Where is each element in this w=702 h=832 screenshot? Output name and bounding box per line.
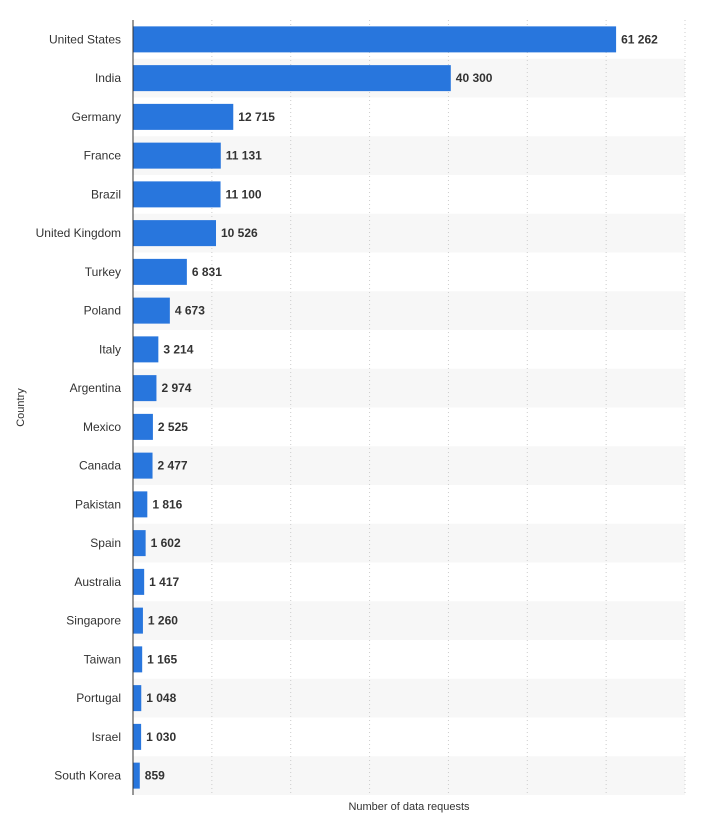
bar: [133, 762, 140, 789]
category-label: South Korea: [54, 769, 121, 783]
value-label: 6 831: [192, 265, 222, 279]
value-label: 11 131: [226, 149, 262, 163]
bar: [133, 685, 142, 712]
bar: [133, 452, 153, 479]
bar: [133, 568, 145, 595]
bar: [133, 413, 153, 440]
bar: [133, 103, 234, 130]
bar: [133, 26, 617, 53]
value-label: 1 030: [146, 730, 176, 744]
bar: [133, 181, 221, 208]
row-band: [133, 213, 685, 253]
bar: [133, 220, 217, 247]
value-label: 1 165: [147, 652, 177, 666]
category-label: Australia: [74, 575, 121, 589]
category-label: Singapore: [66, 614, 121, 628]
bars: [133, 26, 617, 789]
value-label: 1 048: [146, 691, 176, 705]
value-label: 1 417: [149, 575, 179, 589]
category-label: United Kingdom: [36, 226, 121, 240]
row-band: [133, 601, 685, 640]
row-bands: [133, 58, 685, 795]
value-label: 40 300: [456, 71, 493, 85]
category-label: Brazil: [91, 187, 121, 201]
x-axis-title: Number of data requests: [348, 801, 470, 813]
bar: [133, 375, 157, 402]
value-label: 2 974: [161, 381, 191, 395]
category-label: India: [95, 71, 121, 85]
category-label: Israel: [92, 730, 121, 744]
category-label: Poland: [84, 304, 121, 318]
row-band: [133, 291, 685, 330]
category-label: Spain: [90, 536, 121, 550]
value-label: 1 816: [152, 497, 182, 511]
bar: [133, 258, 187, 285]
value-label: 12 715: [238, 110, 275, 124]
row-band: [133, 678, 685, 718]
bar: [133, 142, 221, 169]
category-label: Mexico: [83, 420, 121, 434]
value-label: 10 526: [221, 226, 258, 240]
value-label: 1 260: [148, 614, 178, 628]
value-label: 11 100: [226, 187, 262, 201]
category-label: Argentina: [70, 381, 122, 395]
row-band: [133, 446, 685, 485]
row-band: [133, 523, 685, 563]
category-label: Germany: [72, 110, 121, 124]
category-labels: United States India Germany France Brazil Uni…: [36, 32, 122, 782]
row-band: [133, 756, 685, 795]
bar: [133, 723, 142, 750]
category-label: Italy: [99, 342, 121, 356]
category-label: France: [84, 149, 122, 163]
category-label: Canada: [79, 459, 121, 473]
value-label: 1 602: [151, 536, 181, 550]
category-label: Pakistan: [75, 497, 121, 511]
row-band: [133, 136, 685, 175]
bar: [133, 646, 143, 673]
y-axis-title: Country: [15, 388, 27, 427]
bar: [133, 336, 159, 363]
value-label: 3 214: [163, 342, 193, 356]
category-label: Taiwan: [84, 652, 121, 666]
bar: [133, 65, 451, 92]
bar: [133, 297, 170, 324]
value-labels: 61 262 40 300 12 715 11 131 11 100 10 526 6 83…: [145, 32, 658, 782]
row-band: [133, 368, 685, 408]
value-label: 2 525: [158, 420, 188, 434]
bar: [133, 607, 143, 634]
category-label: Turkey: [85, 265, 121, 279]
value-label: 4 673: [175, 304, 205, 318]
value-label: 2 477: [158, 459, 188, 473]
value-label: 859: [145, 769, 165, 783]
value-label: 61 262: [621, 32, 658, 46]
bar: [133, 491, 148, 518]
bar: [133, 530, 146, 557]
category-label: Portugal: [76, 691, 121, 705]
category-label: United States: [49, 32, 121, 46]
